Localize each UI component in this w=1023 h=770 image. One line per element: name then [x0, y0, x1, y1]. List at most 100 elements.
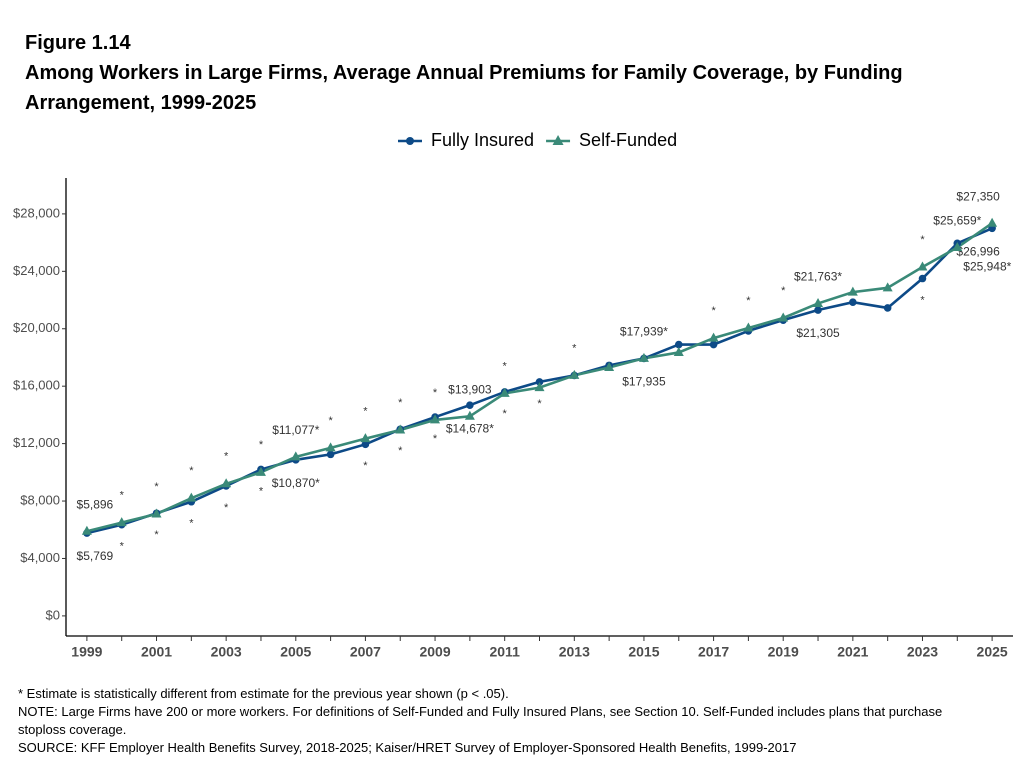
x-tick-label: 2015 — [628, 644, 659, 660]
data-label: $13,903 — [448, 382, 492, 396]
x-tick-label: 2019 — [768, 644, 799, 660]
circle-marker — [849, 298, 857, 306]
note: * Estimate is statistically different fr… — [18, 686, 509, 701]
triangle-marker — [638, 352, 649, 362]
circle-marker — [709, 340, 718, 349]
triangle-marker — [569, 369, 580, 379]
data-label: $25,948* — [963, 260, 1011, 274]
triangle-marker — [290, 451, 301, 461]
significance-mark: * — [154, 529, 159, 541]
legend-label: Fully Insured — [431, 130, 534, 150]
notes: * Estimate is statistically different fr… — [18, 685, 963, 757]
x-tick-label: 2017 — [698, 644, 729, 660]
data-label: $21,763* — [794, 270, 842, 284]
triangle-marker — [395, 424, 406, 434]
y-tick-label: $12,000 — [13, 435, 60, 450]
header: Figure 1.14 Among Workers in Large Firms… — [25, 28, 970, 118]
significance-mark: * — [259, 439, 264, 451]
triangle-marker — [151, 508, 162, 518]
significance-mark: * — [920, 234, 925, 246]
y-tick-label: $0 — [46, 607, 60, 622]
x-tick-label: 2007 — [350, 644, 381, 660]
data-label: $11,077* — [272, 423, 319, 437]
triangle-marker — [847, 286, 858, 296]
y-tick-label: $8,000 — [20, 492, 60, 507]
triangle-marker — [952, 242, 963, 252]
circle-marker — [535, 378, 544, 386]
significance-mark: * — [398, 445, 403, 457]
significance-mark: * — [433, 387, 438, 399]
triangle-marker — [743, 322, 754, 332]
significance-mark: * — [920, 294, 925, 306]
note: SOURCE: KFF Employer Health Benefits Sur… — [18, 740, 797, 755]
significance-mark: * — [537, 398, 542, 410]
triangle-marker — [708, 332, 719, 342]
x-tick-label: 1999 — [71, 644, 102, 660]
triangle-marker — [778, 312, 789, 322]
chart: $0 $4,000 $8,000 $12,000 $16,000 $20,000 $24,0… — [13, 130, 1013, 660]
significance-mark: * — [224, 502, 229, 514]
circle-marker — [674, 340, 683, 349]
x-tick-label: 2011 — [489, 644, 520, 660]
circle-marker — [814, 306, 822, 314]
triangle-marker — [464, 410, 475, 420]
significance-mark: * — [328, 415, 333, 427]
significance-mark: * — [120, 541, 125, 553]
significance-mark: * — [189, 465, 194, 477]
triangle-marker — [221, 478, 232, 488]
chart-title: Among Workers in Large Firms, Average An… — [25, 62, 903, 114]
triangle-marker — [360, 433, 371, 443]
data-label: $5,896 — [77, 497, 114, 511]
significance-mark: * — [363, 405, 368, 417]
data-label: $27,350 — [956, 189, 1000, 203]
significance-mark: * — [746, 295, 751, 307]
data-label: $5,769 — [77, 549, 114, 563]
legend: Fully Insured Self-Funded — [398, 130, 677, 150]
significance-mark: * — [363, 460, 368, 472]
x-tick-label: 2013 — [559, 644, 590, 660]
legend-marker — [552, 135, 564, 145]
circle-marker — [883, 304, 892, 312]
data-label: $10,870* — [272, 476, 320, 490]
data-label: $17,939* — [620, 325, 668, 339]
x-tick-label: 2009 — [419, 644, 450, 660]
circle-marker — [326, 450, 335, 459]
significance-mark: * — [189, 518, 194, 530]
circle-marker — [466, 401, 474, 409]
triangle-marker — [430, 414, 441, 424]
significance-mark: * — [503, 408, 508, 420]
y-tick-label: $20,000 — [13, 320, 60, 335]
figure-label: Figure 1.14 — [25, 32, 131, 54]
y-tick-label: $16,000 — [13, 378, 60, 393]
x-tick-label: 2021 — [837, 644, 868, 660]
x-tick-label: 2005 — [280, 644, 311, 660]
triangle-marker — [673, 346, 684, 356]
x-tick-label: 2003 — [211, 644, 242, 660]
significance-mark: * — [154, 481, 159, 493]
triangle-marker — [882, 282, 893, 292]
significance-mark: * — [120, 489, 125, 501]
circle-marker — [918, 274, 927, 283]
x-tick-label: 2001 — [141, 644, 172, 660]
data-label: $26,996 — [956, 244, 1000, 258]
triangle-marker — [325, 442, 336, 452]
triangle-marker — [987, 217, 998, 227]
significance-mark: * — [259, 485, 264, 497]
data-label: $17,935 — [622, 375, 666, 389]
legend-label: Self-Funded — [579, 130, 677, 150]
triangle-marker — [604, 362, 615, 372]
significance-mark: * — [572, 342, 577, 354]
triangle-marker — [116, 517, 127, 527]
data-label: $14,678* — [446, 421, 494, 435]
significance-mark: * — [224, 451, 229, 463]
significance-mark: * — [781, 285, 786, 297]
triangle-marker — [499, 387, 510, 397]
significance-mark: * — [433, 433, 438, 445]
y-tick-label: $4,000 — [20, 550, 60, 565]
circle-marker — [361, 440, 370, 449]
y-tick-label: $28,000 — [13, 205, 60, 220]
data-label: $21,305 — [796, 326, 840, 340]
triangle-marker — [813, 297, 824, 307]
data-label: $25,659* — [933, 214, 981, 228]
triangle-marker — [255, 466, 266, 476]
